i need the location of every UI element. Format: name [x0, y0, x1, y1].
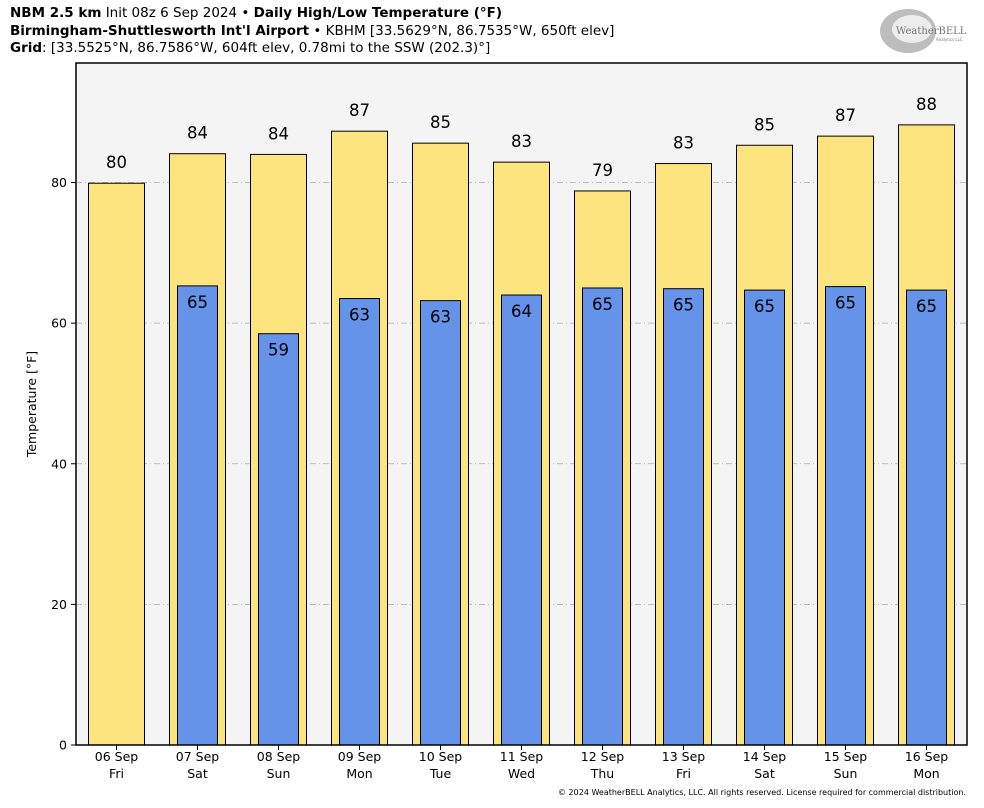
x-tick-day: Sat	[187, 766, 208, 781]
x-tick-day: Sat	[754, 766, 775, 781]
separator: •	[241, 5, 250, 21]
y-tick-label: 60	[51, 316, 67, 331]
x-tick-day: Fri	[109, 766, 124, 781]
low-temp-label: 65	[673, 296, 694, 315]
chart-header: NBM 2.5 km Init 08z 6 Sep 2024 • Daily H…	[10, 5, 614, 58]
x-tick-date: 14 Sep	[743, 749, 787, 764]
x-tick-day: Fri	[676, 766, 691, 781]
y-tick-label: 40	[51, 456, 67, 471]
y-tick-label: 80	[51, 175, 67, 190]
low-temp-label: 63	[349, 306, 370, 325]
x-tick-day: Sun	[267, 766, 291, 781]
high-temp-label: 87	[349, 101, 370, 120]
header-line-1: NBM 2.5 km Init 08z 6 Sep 2024 • Daily H…	[10, 5, 614, 23]
value-labels: 80 84 65 84 59 87 63 85 63 83 64 79 65 83 65 85 65 87 65 88…	[106, 95, 937, 360]
low-temp-bar	[744, 289, 785, 746]
high-temp-label: 87	[835, 106, 856, 125]
high-temp-label: 88	[916, 95, 937, 114]
high-temp-label: 80	[106, 153, 127, 172]
low-temp-label: 65	[916, 297, 937, 316]
high-temp-label: 85	[754, 115, 775, 134]
logo-text: WeatherBELL	[896, 26, 967, 37]
station-name: Birmingham-Shuttlesworth Int'l Airport	[10, 22, 310, 39]
low-temp-label: 64	[511, 302, 532, 321]
low-temp-bar	[258, 333, 299, 746]
x-tick-date: 08 Sep	[257, 749, 301, 764]
copyright-footer: © 2024 WeatherBELL Analytics, LLC. All r…	[558, 788, 966, 797]
x-tick-date: 12 Sep	[581, 749, 625, 764]
x-tick-date: 11 Sep	[500, 749, 544, 764]
low-temp-bar	[906, 289, 947, 746]
axes: 0 20 40 60 80 06 Sep Fri 07 Sep Sat 08 Sep Sun 09 S…	[51, 175, 948, 781]
header-line-3: Grid: [33.5525°N, 86.7586°W, 604ft elev,…	[10, 40, 614, 58]
x-tick-day: Sun	[834, 766, 858, 781]
low-temp-bar	[501, 294, 542, 746]
high-temp-bar	[88, 182, 145, 746]
y-tick-label: 0	[59, 738, 67, 753]
weatherbell-logo: WeatherBELL Analytics LLC	[880, 9, 967, 53]
x-tick-date: 09 Sep	[338, 749, 382, 764]
x-tick-date: 16 Sep	[905, 749, 949, 764]
high-temp-label: 79	[592, 161, 613, 180]
x-tick-day: Mon	[346, 766, 372, 781]
low-temp-label: 65	[187, 293, 208, 312]
high-temp-label: 83	[673, 134, 694, 153]
model-name: NBM 2.5 km	[10, 5, 102, 21]
low-temp-label: 59	[268, 341, 289, 360]
x-tick-day: Mon	[913, 766, 939, 781]
high-temp-label: 84	[268, 124, 289, 143]
x-tick-date: 13 Sep	[662, 749, 706, 764]
x-tick-date: 10 Sep	[419, 749, 463, 764]
high-temp-label: 83	[511, 132, 532, 151]
y-axis-label: Temperature [°F]	[24, 351, 39, 458]
low-temp-bar	[177, 285, 218, 746]
x-tick-date: 15 Sep	[824, 749, 868, 764]
chart-title: Daily High/Low Temperature (°F)	[253, 5, 503, 21]
header-line-2: Birmingham-Shuttlesworth Int'l Airport •…	[10, 23, 614, 41]
low-temp-label: 65	[835, 294, 856, 313]
low-temp-bar	[420, 300, 461, 746]
high-temp-label: 84	[187, 124, 208, 143]
x-tick-day: Thu	[590, 766, 614, 781]
x-tick-date: 06 Sep	[95, 749, 139, 764]
low-temp-bar	[825, 286, 866, 746]
low-temp-label: 63	[430, 308, 451, 327]
low-temp-bar	[339, 298, 380, 746]
x-tick-date: 07 Sep	[176, 749, 220, 764]
logo-swirl-inner	[892, 15, 932, 43]
bars	[88, 124, 955, 746]
x-tick-day: Tue	[429, 766, 452, 781]
x-tick-day: Wed	[508, 766, 535, 781]
low-temp-label: 65	[754, 297, 775, 316]
separator: •	[313, 22, 322, 39]
low-temp-bar	[663, 288, 704, 746]
station-info: KBHM [33.5629°N, 86.7535°W, 650ft elev]	[325, 22, 615, 39]
init-time: Init 08z 6 Sep 2024	[105, 5, 238, 21]
grid-info: : [33.5525°N, 86.7586°W, 604ft elev, 0.7…	[42, 40, 491, 56]
low-temp-label: 65	[592, 295, 613, 314]
grid-label: Grid	[10, 40, 43, 56]
low-temp-bar	[582, 287, 623, 746]
high-temp-label: 85	[430, 113, 451, 132]
y-tick-label: 20	[51, 597, 67, 612]
logo-subtext: Analytics LLC	[936, 37, 963, 42]
